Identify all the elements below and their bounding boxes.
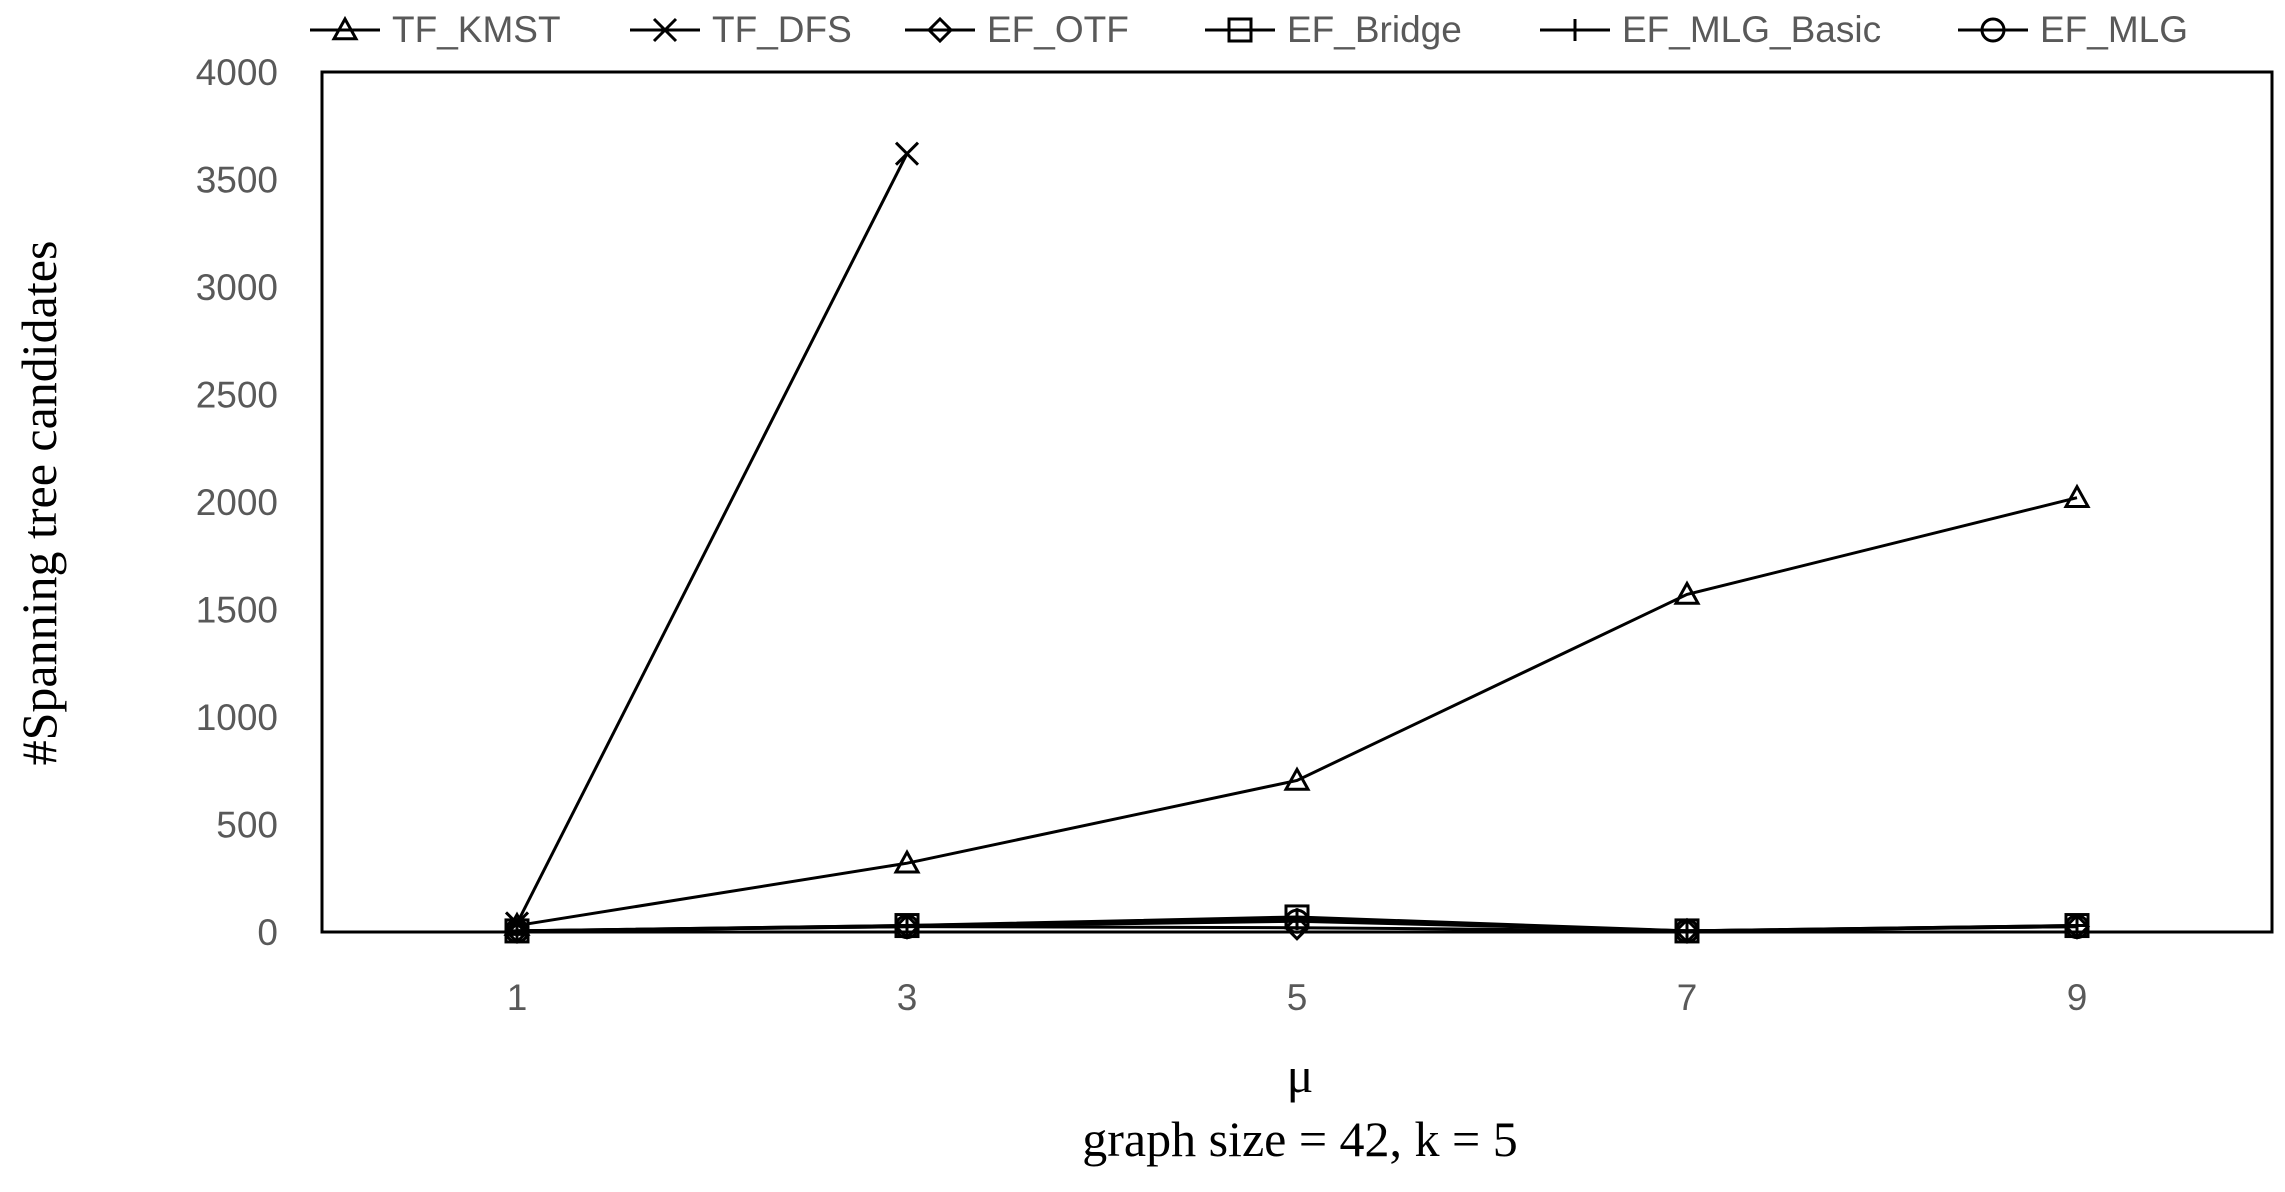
data-point xyxy=(1674,918,1700,944)
data-point xyxy=(2064,914,2090,940)
y-axis-title: #Spanning tree candidates xyxy=(11,241,67,766)
legend-item: EF_MLG xyxy=(1958,9,2188,50)
data-point xyxy=(1283,766,1311,791)
y-tick-label: 2000 xyxy=(196,482,278,523)
legend-label: EF_Bridge xyxy=(1287,9,1462,50)
legend-item: EF_OTF xyxy=(905,9,1129,50)
legend-marker xyxy=(1564,19,1586,41)
legend-label: EF_MLG xyxy=(2040,9,2188,50)
data-point xyxy=(894,914,920,940)
legend-label: TF_DFS xyxy=(712,9,852,50)
x-tick-label: 9 xyxy=(2067,977,2088,1018)
series-line xyxy=(516,496,2078,928)
y-tick-label: 1000 xyxy=(196,697,278,738)
y-axis: 0 500 1000 1500 2000 2500 3000 3500 4000 xyxy=(196,52,278,953)
data-point xyxy=(894,141,920,166)
series-group xyxy=(503,141,2091,945)
legend-marker xyxy=(331,15,359,41)
data-point xyxy=(1283,914,1311,941)
x-tick-label: 5 xyxy=(1287,977,1308,1018)
legend-label: EF_OTF xyxy=(987,9,1129,50)
series-line xyxy=(515,153,909,925)
x-tick-label: 3 xyxy=(897,977,918,1018)
x-axis-title: μ xyxy=(1287,1047,1314,1103)
chart-subtitle: graph size = 42, k = 5 xyxy=(1082,1111,1517,1167)
legend-label: TF_KMST xyxy=(392,9,561,50)
legend-marker xyxy=(1227,17,1253,43)
legend-marker xyxy=(652,17,678,43)
data-point xyxy=(1673,580,1701,605)
x-axis: 1 3 5 7 9 xyxy=(507,977,2088,1018)
legend-item: EF_Bridge xyxy=(1205,9,1462,50)
data-point xyxy=(893,849,921,874)
legend-marker xyxy=(1980,17,2006,43)
data-point xyxy=(1286,908,1308,931)
x-tick-label: 1 xyxy=(507,977,528,1018)
legend-marker xyxy=(926,16,954,44)
y-tick-label: 3500 xyxy=(196,160,278,201)
y-tick-label: 4000 xyxy=(196,52,278,93)
legend-item: TF_DFS xyxy=(630,9,852,50)
y-tick-label: 2500 xyxy=(196,375,278,416)
legend-item: TF_KMST xyxy=(310,9,561,50)
legend: TF_KMST TF_DFS EF_OTF EF_Bridge EF_MLG_Basic… xyxy=(310,9,2188,50)
series-line xyxy=(516,919,2078,933)
y-tick-label: 3000 xyxy=(196,267,278,308)
series-tf-dfs xyxy=(504,141,920,936)
y-tick-label: 500 xyxy=(216,805,278,846)
legend-label: EF_MLG_Basic xyxy=(1622,9,1881,50)
x-tick-label: 7 xyxy=(1677,977,1698,1018)
legend-item: EF_MLG_Basic xyxy=(1540,9,1881,50)
series-ef-mlg xyxy=(504,908,2090,944)
series-tf-kmst xyxy=(503,483,2091,936)
data-point xyxy=(504,918,530,944)
y-tick-label: 0 xyxy=(257,912,278,953)
plot-area xyxy=(320,70,2274,934)
data-point xyxy=(1284,908,1310,934)
data-point xyxy=(2063,483,2091,508)
y-tick-label: 1500 xyxy=(196,590,278,631)
